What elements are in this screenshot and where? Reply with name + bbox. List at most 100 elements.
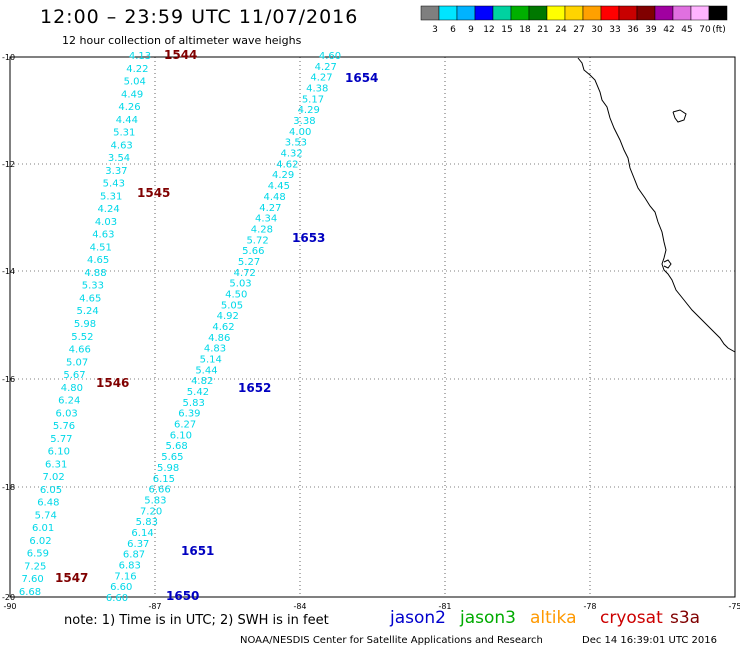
swh-value-east: 6.39 (178, 409, 200, 420)
lon-tick-label: -87 (148, 602, 161, 611)
colorbar-label: 36 (627, 25, 639, 35)
legend-cryosat: cryosat (600, 608, 663, 628)
swh-value-west: 4.63 (111, 140, 133, 151)
lon-tick-label: -84 (293, 602, 306, 611)
swh-value-west: 5.33 (82, 281, 104, 292)
lat-tick-label: -10 (2, 53, 15, 62)
swh-value-east: 4.34 (255, 214, 277, 225)
time-label: 1651 (181, 544, 214, 558)
colorbar-label: 42 (663, 25, 674, 35)
swh-value-west: 4.63 (92, 230, 114, 241)
swh-value-east: 5.03 (229, 279, 251, 290)
colorbar-swatch (636, 5, 656, 21)
swh-value-west: 5.07 (66, 357, 88, 368)
colorbar-label: (ft) (712, 25, 726, 35)
colorbar-label: 33 (609, 25, 620, 35)
lon-tick-label: -81 (438, 602, 451, 611)
swh-value-east: 7.16 (114, 571, 136, 582)
colorbar-swatch (528, 5, 548, 21)
lat-tick-label: -20 (2, 593, 15, 602)
footer-note: note: 1) Time is in UTC; 2) SWH is in fe… (64, 613, 329, 628)
colorbar-label: 27 (573, 25, 584, 35)
swh-value-east: 7.20 (140, 506, 162, 517)
swh-value-west: 4.44 (116, 115, 138, 126)
swh-value-east: 4.92 (217, 311, 239, 322)
swh-value-east: 4.48 (263, 192, 285, 203)
colorbar-swatch (582, 5, 602, 21)
swh-value-west: 6.48 (37, 498, 59, 509)
time-label: 1544 (164, 48, 197, 62)
colorbar-swatch (420, 5, 440, 21)
colorbar-swatch (438, 5, 458, 21)
timestamp: Dec 14 16:39:01 UTC 2016 (582, 635, 717, 646)
lake-outline (672, 109, 687, 123)
time-label: 1546 (96, 376, 129, 390)
time-label: 1545 (137, 186, 170, 200)
lat-tick-label: -14 (2, 267, 15, 276)
swh-value-west: 6.01 (32, 523, 54, 534)
map-frame (9, 56, 736, 598)
colorbar-swatch (600, 5, 620, 21)
colorbar-swatch (546, 5, 566, 21)
credit-line: NOAA/NESDIS Center for Satellite Applica… (240, 635, 543, 646)
swh-value-east: 4.86 (208, 333, 230, 344)
swh-value-east: 6.14 (131, 528, 153, 539)
colorbar-swatch (456, 5, 476, 21)
colorbar-label: 9 (468, 25, 474, 35)
lon-tick-label: -90 (3, 602, 16, 611)
swh-value-west: 4.24 (97, 204, 119, 215)
swh-value-east: 5.42 (187, 387, 209, 398)
swh-value-east: 5.83 (144, 495, 166, 506)
swh-value-east: 5.05 (221, 300, 243, 311)
time-label: 1653 (292, 231, 325, 245)
swh-value-east: 6.10 (170, 430, 192, 441)
swh-value-west: 6.05 (40, 485, 62, 496)
swh-value-east: 4.72 (234, 268, 256, 279)
swh-value-east: 4.29 (272, 170, 294, 181)
swh-value-east: 6.60 (106, 593, 128, 604)
colorbar-swatch (654, 5, 674, 21)
swh-value-west: 6.10 (48, 447, 70, 458)
swh-value-east: 5.66 (242, 246, 264, 257)
swh-value-east: 5.14 (200, 355, 222, 366)
swh-value-east: 4.60 (319, 51, 341, 62)
swh-value-west: 5.43 (103, 179, 125, 190)
swh-value-east: 6.83 (119, 560, 141, 571)
swh-value-east: 4.00 (289, 127, 311, 138)
swh-value-west: 4.80 (61, 383, 83, 394)
swh-value-east: 5.98 (157, 463, 179, 474)
swh-value-west: 4.26 (118, 102, 140, 113)
swh-value-east: 4.38 (306, 84, 328, 95)
swh-value-east: 4.50 (225, 289, 247, 300)
time-label: 1654 (345, 71, 378, 85)
time-label: 1547 (55, 571, 88, 585)
swh-value-west: 5.74 (35, 510, 57, 521)
swh-value-east: 4.45 (268, 181, 290, 192)
page-title: 12:00 – 23:59 UTC 11/07/2016 (40, 6, 359, 28)
colorbar-swatch (492, 5, 512, 21)
swh-value-east: 5.44 (195, 365, 217, 376)
swh-value-east: 6.87 (123, 550, 145, 561)
swh-value-east: 6.15 (153, 474, 175, 485)
swh-value-east: 4.32 (281, 149, 303, 160)
swh-value-west: 5.67 (63, 370, 85, 381)
swh-value-west: 5.31 (100, 191, 122, 202)
swh-value-west: 7.60 (21, 574, 43, 585)
swh-value-west: 7.25 (24, 561, 46, 572)
swh-value-east: 4.62 (212, 322, 234, 333)
legend-jason3: jason3 (460, 608, 516, 628)
colorbar-label: 18 (519, 25, 531, 35)
colorbar-label: 30 (591, 25, 603, 35)
colorbar-label: 3 (432, 25, 438, 35)
swh-value-east: 5.72 (246, 235, 268, 246)
swh-value-west: 5.04 (124, 77, 146, 88)
swh-value-west: 4.49 (121, 89, 143, 100)
swh-value-west: 6.68 (19, 587, 41, 598)
legend-altika: altika (530, 608, 577, 628)
swh-value-west: 3.54 (108, 153, 130, 164)
colorbar-label: 15 (501, 25, 512, 35)
colorbar-label: 12 (483, 25, 494, 35)
swh-value-west: 5.77 (50, 434, 72, 445)
swh-value-east: 6.37 (127, 539, 149, 550)
colorbar-swatch (618, 5, 638, 21)
